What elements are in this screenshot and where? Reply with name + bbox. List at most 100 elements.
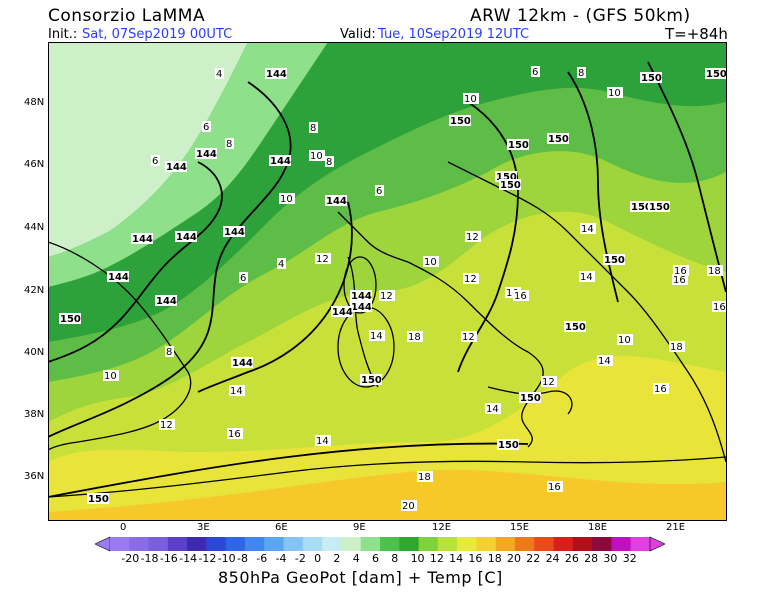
- temp-label-bg: [279, 193, 295, 204]
- geopot-label: 144: [351, 291, 372, 302]
- colorbar-label: -20: [121, 552, 140, 565]
- geopot-label-bg: [497, 439, 519, 450]
- geopot-label: 150: [520, 393, 541, 404]
- temp-label: 16: [713, 302, 726, 313]
- geopot-label-bg: [87, 493, 109, 504]
- geopot-label-bg: [350, 301, 372, 312]
- colorbar-label: 12: [429, 552, 444, 565]
- temp-label-bg: [227, 428, 243, 439]
- geopot-label-bg: [165, 161, 187, 172]
- geopot-label: 150: [500, 180, 521, 191]
- temp-label-bg: [423, 256, 439, 267]
- temp-label: 12: [462, 332, 475, 343]
- geopot-label-bg: [269, 155, 291, 166]
- geopot-label-bg: [155, 295, 177, 306]
- temp-label: 16: [228, 429, 241, 440]
- geopot-label-bg: [519, 392, 541, 403]
- colorbar-label: -16: [159, 552, 178, 565]
- temp-label-bg: [369, 330, 385, 341]
- lon-tick-label: 9E: [353, 522, 366, 533]
- colorbar: [95, 536, 665, 552]
- colorbar-label: 20: [507, 552, 521, 565]
- lat-tick-label: 38N: [24, 409, 45, 420]
- temp-label-bg: [707, 265, 723, 276]
- temp-label-bg: [375, 185, 384, 196]
- temp-band-6b: [48, 42, 328, 287]
- geopot-label-bg: [175, 231, 197, 242]
- geopot-label: 150: [706, 69, 726, 80]
- geopot-label: 144: [224, 227, 245, 238]
- colorbar-right-arrow: [649, 536, 665, 552]
- geopot-label-bg: [640, 72, 662, 83]
- temp-label: 16: [654, 384, 667, 395]
- colorbar-swatch: [283, 537, 304, 551]
- geopot-label: 144: [166, 162, 187, 173]
- lat-tick-label: 46N: [24, 159, 45, 170]
- colorbar-swatch: [341, 537, 362, 551]
- temp-label: 8: [226, 139, 232, 150]
- temp-label-bg: [577, 67, 586, 78]
- temp-label: 14: [598, 356, 611, 367]
- temp-label: 16: [674, 266, 687, 277]
- temp-label: 18: [670, 342, 683, 353]
- temp-label: 4: [278, 259, 284, 270]
- geopot-label-bg: [265, 68, 287, 79]
- temp-label-bg: [315, 435, 331, 446]
- temp-label: 12: [160, 420, 173, 431]
- temp-label: 8: [578, 68, 584, 79]
- geopot-label: 150: [496, 172, 517, 183]
- temp-label: 10: [506, 288, 519, 299]
- colorbar-swatch: [264, 537, 285, 551]
- temp-label: 14: [316, 436, 329, 447]
- temp-label-bg: [229, 385, 245, 396]
- temp-label-bg: [669, 341, 685, 352]
- colorbar-swatch: [245, 537, 265, 551]
- temp-label-bg: [202, 121, 211, 132]
- temp-label-bg: [712, 301, 726, 312]
- temp-label: 8: [326, 157, 332, 168]
- temp-label: 18: [418, 472, 431, 483]
- temp-label: 10: [280, 194, 293, 205]
- lon-tick-label: 21E: [666, 522, 686, 533]
- geopot-label-bg: [499, 179, 521, 190]
- temp-label-bg: [672, 274, 688, 285]
- temp-label-bg: [165, 346, 174, 357]
- temp-label-bg: [239, 272, 248, 283]
- valid-value: Tue, 10Sep2019 12UTC: [378, 27, 530, 42]
- coastlines: [48, 161, 726, 498]
- colorbar-swatch: [399, 537, 420, 551]
- colorbar-swatch: [225, 537, 246, 551]
- colorbar-swatch: [476, 537, 497, 551]
- temp-label: 18: [408, 332, 421, 343]
- colorbar-label: 16: [468, 552, 483, 565]
- temp-label-bg: [579, 271, 595, 282]
- colorbar-swatch: [418, 537, 439, 551]
- temp-label: 16: [673, 275, 686, 286]
- geopot-label-bg: [59, 313, 81, 324]
- geopot-label: 144: [351, 302, 372, 313]
- geopot-label: 150: [604, 255, 625, 266]
- temp-label: 12: [464, 274, 477, 285]
- geopot-label: 150: [498, 440, 519, 451]
- temp-label-bg: [315, 253, 331, 264]
- temp-label-bg: [401, 500, 417, 511]
- temp-label: 16: [548, 482, 561, 493]
- temp-label: 12: [316, 254, 329, 265]
- geopot-label: 144: [232, 358, 253, 369]
- geopot-label-bg: [507, 139, 529, 150]
- temp-label-bg: [463, 93, 479, 104]
- init-value: Sat, 07Sep2019 00UTC: [82, 27, 233, 42]
- temp-label: 14: [370, 331, 383, 342]
- colorbar-swatch: [515, 537, 535, 551]
- temp-label-bg: [463, 273, 479, 284]
- temp-label: 4: [216, 69, 222, 80]
- temp-label: 10: [104, 371, 117, 382]
- geopot-label-bg: [648, 201, 670, 212]
- lead-time: T=+84h: [665, 25, 728, 43]
- colorbar-label: 10: [410, 552, 425, 565]
- org-title: Consorzio LaMMA: [48, 6, 206, 26]
- temp-label: 12: [542, 377, 555, 388]
- colorbar-label: -8: [237, 552, 248, 565]
- colorbar-swatch: [206, 537, 227, 551]
